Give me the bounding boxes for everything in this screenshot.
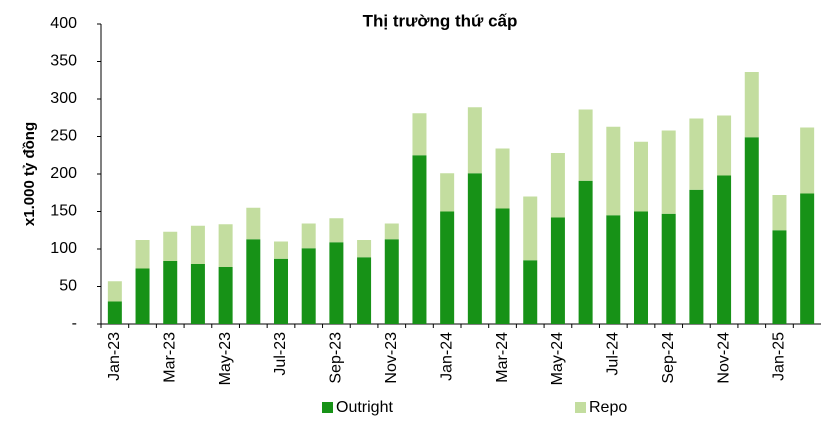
x-tick-label: May-23	[217, 332, 234, 385]
bar-segment	[107, 281, 122, 302]
bar-segment	[467, 107, 482, 174]
x-tick-label: Mar-24	[494, 332, 511, 383]
x-tick-label: Jul-24	[605, 332, 622, 376]
bar-segment	[190, 225, 205, 264]
y-tick-label: -	[72, 315, 77, 332]
bar-segment	[440, 173, 455, 212]
y-tick-label: 350	[50, 53, 77, 70]
bar-segment	[412, 155, 427, 324]
bar-segment	[218, 267, 233, 324]
bar-segment	[357, 240, 372, 258]
bar-segment	[329, 218, 344, 243]
bar-segment	[246, 207, 261, 240]
bar-segment	[689, 189, 704, 324]
bar-segment	[246, 239, 261, 324]
legend-label: Repo	[589, 399, 627, 416]
bar-segment	[495, 208, 510, 324]
bar-segment	[329, 242, 344, 324]
bar-segment	[772, 195, 787, 231]
bar-segment	[301, 248, 316, 324]
bar-segment	[744, 72, 759, 138]
x-tick-label: Jul-23	[272, 332, 289, 376]
x-tick-label: Nov-23	[383, 332, 400, 384]
bar-segment	[634, 141, 648, 212]
bar-segment	[440, 211, 455, 324]
x-tick-label: May-24	[549, 332, 566, 385]
bar-segment	[550, 153, 565, 218]
bar-segment	[163, 231, 178, 261]
bar-segment	[274, 258, 288, 324]
bar-segment	[550, 217, 565, 324]
bar-segment	[190, 264, 205, 324]
y-tick-label: 200	[50, 165, 77, 182]
x-tick-label: Mar-23	[161, 332, 178, 383]
bar-segment	[218, 224, 233, 267]
y-axis-label: x1.000 tỷ đồng	[21, 122, 38, 226]
y-tick-label: 50	[59, 278, 77, 295]
bar-segment	[384, 223, 399, 240]
bar-segment	[578, 180, 593, 324]
y-tick-label: 150	[50, 203, 77, 220]
legend-label: Outright	[336, 399, 393, 416]
legend-swatch	[322, 402, 333, 413]
bar-segment	[661, 130, 676, 214]
bar-segment	[412, 113, 427, 156]
bar-segment	[135, 268, 150, 324]
bar-segment	[772, 230, 787, 324]
bar-segment	[523, 260, 538, 324]
chart-title: Thị trường thứ cấp	[363, 11, 518, 30]
x-tick-label: Jan-24	[438, 332, 455, 381]
bar-segment	[661, 213, 676, 324]
bar-segment	[107, 301, 122, 324]
bar-segment	[606, 215, 621, 324]
x-tick-label: Jan-23	[106, 332, 123, 381]
y-tick-label: 250	[50, 128, 77, 145]
bar-segment	[163, 261, 178, 324]
bar-segment	[800, 127, 815, 194]
bar-segment	[578, 109, 593, 181]
bar-segment	[744, 137, 759, 324]
bar-segment	[689, 118, 704, 190]
bar-segment	[357, 257, 372, 324]
legend-swatch	[575, 402, 586, 413]
bar-segment	[274, 241, 288, 259]
bar-segment	[301, 223, 316, 249]
bar-segment	[135, 240, 150, 269]
bar-segment	[467, 173, 482, 324]
bar-segment	[495, 148, 510, 209]
y-tick-label: 400	[50, 15, 77, 32]
x-tick-label: Nov-24	[715, 332, 732, 384]
x-tick-label: Jan-25	[771, 332, 788, 381]
x-tick-label: Sep-24	[660, 332, 677, 384]
bar-segment	[384, 239, 399, 324]
y-tick-label: 100	[50, 240, 77, 257]
x-tick-label: Sep-23	[328, 332, 345, 384]
bar-segment	[523, 196, 538, 261]
bar-segment	[634, 211, 648, 324]
bar-segment	[717, 115, 732, 176]
bar-segment	[717, 175, 732, 324]
y-tick-label: 300	[50, 90, 77, 107]
bar-segment	[606, 126, 621, 216]
bar-segment	[800, 193, 815, 324]
